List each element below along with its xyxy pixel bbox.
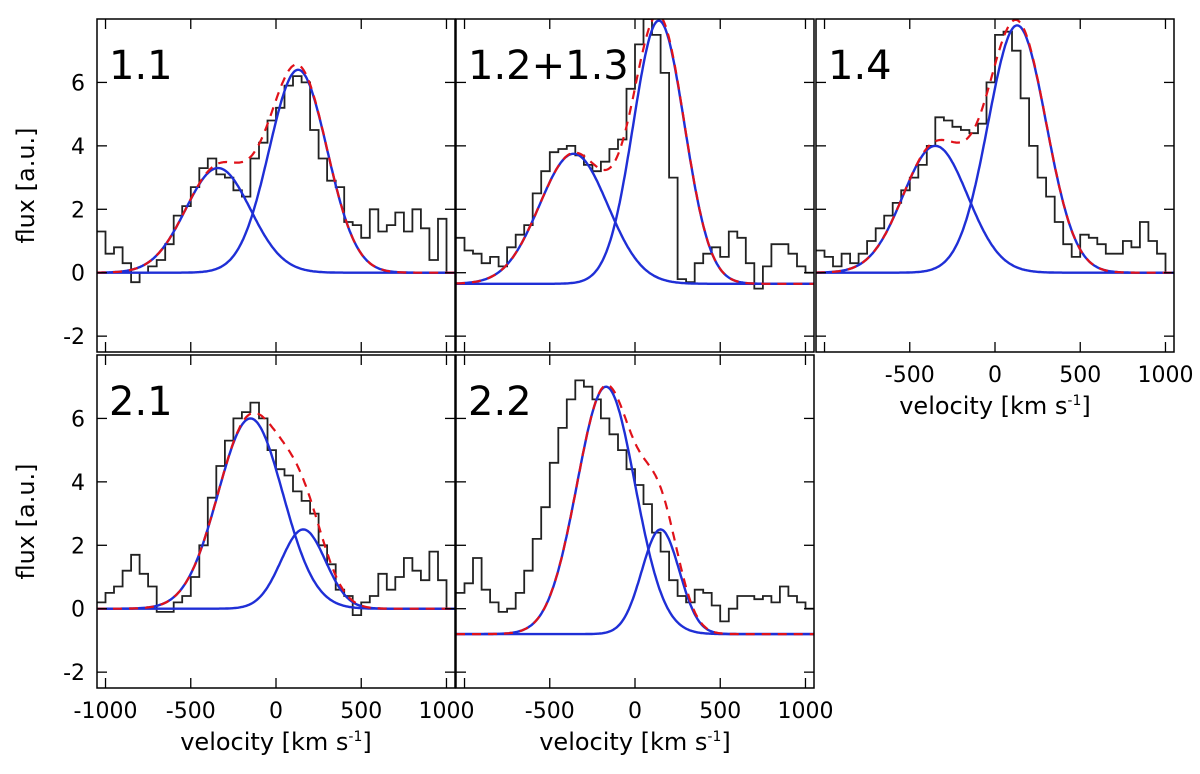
x-tick-label: 500 <box>1059 363 1101 388</box>
x-tick-label: -500 <box>166 699 216 724</box>
x-axis-title: velocity [km s-1] <box>180 728 372 756</box>
panel-1.2+1.3 <box>456 19 814 290</box>
x-tick-label: 1000 <box>1137 363 1193 388</box>
y-tick-label: 6 <box>71 407 85 432</box>
total-fit-1.1 <box>97 63 455 274</box>
total-fit-2.2 <box>456 384 814 636</box>
panels-layer: 1.1 -2 0 2 4 6 flux [a.u.] 1.2+1.3 1.4 -500 0 500 10… <box>12 18 1193 756</box>
total-fit-1.2+1.3 <box>456 19 814 285</box>
gaussian-component-2.1-2 <box>97 528 455 610</box>
panel-label-1.4: 1.4 <box>828 43 892 89</box>
y-tick-label: 2 <box>71 198 85 223</box>
panel-label-2.1: 2.1 <box>109 379 173 425</box>
gaussian-component-2.1-1 <box>97 417 455 610</box>
x-tick-label: 0 <box>628 699 642 724</box>
panel-2.2 <box>456 379 814 636</box>
y-tick-label: 2 <box>71 534 85 559</box>
histogram-2.1 <box>97 401 455 616</box>
x-tick-label: 1000 <box>418 699 474 724</box>
total-fit-1.4 <box>816 19 1174 274</box>
panel-label-1.2+1.3: 1.2+1.3 <box>468 43 629 89</box>
gaussian-component-1.4-2 <box>816 24 1174 274</box>
panel-label-1.1: 1.1 <box>109 43 173 89</box>
x-tick-label: -500 <box>525 699 575 724</box>
gaussian-component-2.2-2 <box>456 528 814 636</box>
y-tick-label: -2 <box>63 325 85 350</box>
x-tick-label: -500 <box>885 363 935 388</box>
y-tick-label: -2 <box>63 661 85 686</box>
x-axis-title: velocity [km s-1] <box>899 392 1091 420</box>
y-tick-label: 4 <box>71 135 85 160</box>
y-axis-title: flux [a.u.] <box>12 127 40 243</box>
x-tick-label: 0 <box>269 699 283 724</box>
x-tick-label: 500 <box>699 699 741 724</box>
total-fit-2.1 <box>97 411 455 610</box>
x-axis-title: velocity [km s-1] <box>539 728 731 756</box>
gaussian-component-1.2+1.3-1 <box>456 152 814 285</box>
x-tick-label: -1000 <box>74 699 138 724</box>
y-tick-label: 4 <box>71 471 85 496</box>
histogram-1.2+1.3 <box>456 19 814 290</box>
y-tick-label: 6 <box>71 71 85 96</box>
panel-2.1 <box>97 401 455 616</box>
gaussian-component-1.1-1 <box>97 166 455 274</box>
y-tick-label: 0 <box>71 598 85 623</box>
x-tick-label: 0 <box>988 363 1002 388</box>
panel-label-2.2: 2.2 <box>468 379 532 425</box>
panel-1.1 <box>97 63 455 284</box>
panel-1.4 <box>816 19 1174 274</box>
histogram-1.1 <box>97 75 455 284</box>
y-tick-label: 0 <box>71 262 85 287</box>
y-axis-title: flux [a.u.] <box>12 463 40 579</box>
x-tick-label: 500 <box>340 699 382 724</box>
x-tick-label: 1000 <box>777 699 833 724</box>
histogram-2.2 <box>456 379 814 623</box>
gaussian-component-1.1-2 <box>97 68 455 274</box>
